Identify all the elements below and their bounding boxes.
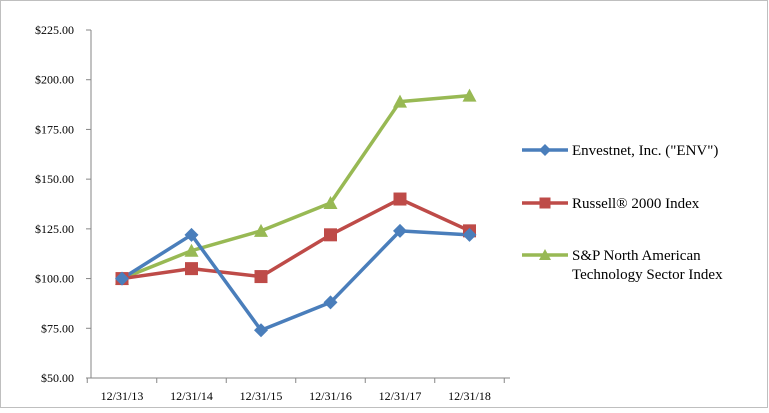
y-tick-label: $200.00 [35, 73, 74, 87]
y-tick-label: $225.00 [35, 23, 74, 37]
x-tick-label: 12/31/16 [309, 389, 352, 403]
data-point-diamond [115, 271, 129, 286]
data-point-triangle [254, 223, 268, 237]
data-point-diamond [323, 295, 338, 310]
data-point-triangle [462, 88, 477, 102]
data-point-diamond [254, 323, 268, 338]
legend-swatch-marker [539, 144, 551, 156]
data-point-triangle [323, 196, 338, 210]
legend-label: S&P North American [572, 248, 701, 264]
x-tick-label: 12/31/18 [448, 389, 491, 403]
legend-swatch-marker [539, 249, 551, 260]
legend-label: Russell® 2000 Index [572, 196, 700, 212]
legend-label: Technology Sector Index [572, 267, 723, 283]
x-tick-label: 12/31/14 [170, 389, 213, 403]
legend-swatch-marker [539, 197, 551, 209]
legend-label: Envestnet, Inc. ("ENV") [572, 143, 718, 159]
data-point-square [185, 262, 198, 276]
data-point-diamond [184, 227, 199, 242]
series-line-square [121, 197, 471, 281]
data-point-square [393, 192, 407, 206]
y-tick-label: $125.00 [35, 222, 74, 236]
y-tick-label: $150.00 [35, 172, 74, 186]
y-tick-label: $50.00 [41, 371, 74, 385]
data-point-diamond [462, 227, 477, 242]
y-tick-label: $75.00 [41, 321, 74, 335]
data-point-square [324, 228, 337, 242]
data-point-square [254, 270, 268, 284]
x-tick-label: 12/31/17 [379, 389, 422, 403]
data-point-triangle [184, 243, 199, 257]
y-tick-label: $100.00 [35, 272, 74, 286]
x-tick-label: 12/31/15 [240, 389, 283, 403]
y-tick-label: $175.00 [35, 122, 74, 136]
data-point-triangle [393, 94, 407, 108]
series-line-diamond [121, 229, 470, 333]
data-point-diamond [393, 223, 407, 238]
series-line-triangle [121, 93, 470, 281]
x-tick-label: 12/31/13 [101, 389, 144, 403]
